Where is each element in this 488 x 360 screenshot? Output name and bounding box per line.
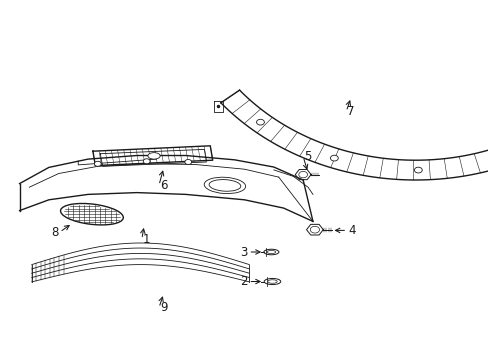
Circle shape bbox=[298, 171, 307, 178]
Circle shape bbox=[94, 161, 101, 166]
Text: 4: 4 bbox=[347, 224, 355, 237]
Ellipse shape bbox=[147, 153, 160, 159]
Text: 7: 7 bbox=[346, 105, 354, 118]
Text: 2: 2 bbox=[239, 275, 247, 288]
Circle shape bbox=[143, 159, 150, 164]
Ellipse shape bbox=[264, 249, 278, 255]
Ellipse shape bbox=[266, 251, 275, 253]
Circle shape bbox=[184, 159, 191, 165]
Ellipse shape bbox=[204, 177, 245, 194]
Ellipse shape bbox=[267, 280, 277, 283]
Text: 3: 3 bbox=[239, 246, 247, 258]
Text: 5: 5 bbox=[304, 150, 311, 163]
Text: 9: 9 bbox=[160, 301, 167, 314]
Circle shape bbox=[413, 167, 421, 173]
Ellipse shape bbox=[264, 279, 280, 284]
Circle shape bbox=[256, 119, 264, 125]
Ellipse shape bbox=[209, 180, 240, 191]
Ellipse shape bbox=[61, 203, 123, 225]
Text: 1: 1 bbox=[142, 233, 150, 246]
Text: 8: 8 bbox=[51, 226, 59, 239]
Text: 6: 6 bbox=[160, 179, 167, 192]
Circle shape bbox=[330, 155, 338, 161]
Circle shape bbox=[310, 226, 319, 233]
